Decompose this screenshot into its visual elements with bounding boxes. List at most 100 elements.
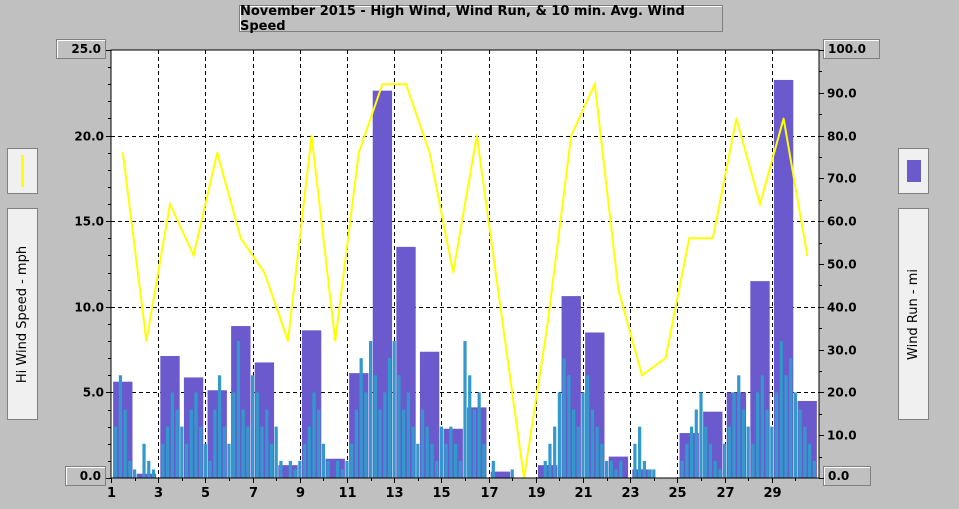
avg-wind-bar [227, 443, 231, 478]
right-y-tick-label: 50.0 [827, 258, 857, 272]
right-y-tick-label: 40.0 [827, 301, 857, 315]
avg-wind-bar [232, 392, 236, 478]
x-tick-label: 3 [154, 486, 163, 501]
avg-wind-bar [557, 392, 561, 478]
avg-wind-bar [369, 341, 373, 478]
avg-wind-bar [118, 375, 123, 478]
avg-wind-bar [718, 469, 722, 478]
avg-wind-bar [288, 460, 292, 478]
avg-wind-bar [203, 443, 207, 478]
avg-wind-bar [619, 460, 623, 478]
wind-run-bars [113, 79, 817, 479]
left-axis-max-value: 25.0 [56, 39, 106, 59]
avg-wind-bar [411, 426, 415, 478]
avg-wind-bar [793, 392, 797, 478]
avg-wind-bar [784, 375, 788, 478]
avg-wind-bar [812, 460, 816, 478]
avg-wind-bar [260, 426, 264, 478]
x-tick-label: 27 [716, 486, 734, 501]
avg-wind-bar [491, 460, 495, 478]
wind-run-bar [726, 392, 747, 478]
avg-wind-bar [123, 409, 127, 478]
avg-wind-bar [590, 409, 595, 478]
x-tick-label: 5 [201, 486, 210, 501]
avg-wind-bar [803, 426, 807, 478]
avg-wind-bar [354, 409, 359, 478]
wind-run-bar [443, 428, 463, 478]
chart-title: November 2015 - High Wind, Wind Run, & 1… [239, 4, 723, 34]
hi-wind-point [452, 271, 455, 274]
avg-wind-bar [723, 443, 727, 478]
avg-wind-bar [208, 460, 212, 478]
avg-wind-bar [477, 392, 481, 478]
avg-wind-bar [463, 341, 467, 478]
avg-wind-bar [387, 358, 392, 478]
left-y-tick-label: 10.0 [74, 301, 104, 315]
avg-wind-bar [151, 469, 156, 478]
avg-wind-bar [453, 443, 458, 478]
hi-wind-point [145, 340, 148, 342]
avg-wind-bar [756, 392, 760, 478]
right-y-tick-label: 60.0 [827, 215, 857, 229]
hi-wind-point [428, 151, 431, 154]
avg-wind-bar [133, 469, 137, 478]
wind-run-bar [113, 381, 133, 478]
x-tick-label: 1 [107, 486, 116, 501]
hi-wind-point [782, 117, 785, 120]
avg-wind-bar [166, 426, 170, 478]
wind-run-bar [467, 407, 487, 478]
wind-run-bar [797, 400, 817, 478]
avg-wind-bar [576, 426, 580, 478]
avg-wind-bar [704, 426, 708, 478]
avg-wind-bar [581, 392, 585, 478]
avg-wind-bar [170, 392, 174, 478]
wind-run-bar [561, 296, 581, 478]
wind-run-bar [136, 473, 157, 478]
wind-run-bar [278, 465, 298, 478]
wind-run-bar [183, 377, 204, 478]
wind-run-bar [679, 433, 699, 478]
avg-wind-bar [699, 392, 703, 478]
avg-wind-bar [236, 341, 241, 478]
avg-wind-bar [774, 392, 779, 478]
avg-wind-bar [694, 409, 698, 478]
avg-wind-bar [265, 409, 269, 478]
wind-run-bar [419, 351, 440, 478]
avg-wind-bar [472, 409, 477, 478]
avg-wind-bar [420, 409, 425, 478]
avg-wind-bar [605, 460, 609, 478]
avg-wind-bar [553, 426, 557, 478]
left-axis-label-box: Hi Wind Speed - mph [7, 208, 38, 420]
avg-wind-bar [251, 375, 255, 478]
right-axis-label-box: Wind Run - mi [898, 208, 929, 420]
wind-run-bar [231, 326, 251, 478]
avg-wind-bar [269, 443, 274, 478]
wind-run-bar [585, 332, 605, 478]
avg-wind-bar [614, 469, 618, 478]
wind-run-bar [160, 356, 180, 478]
avg-wind-bar [439, 426, 443, 478]
avg-wind-bar [274, 426, 278, 478]
avg-wind-bar [128, 460, 132, 478]
avg-wind-bar [217, 375, 222, 478]
hi-wind-point [735, 117, 738, 120]
left-axis-max-text: 25.0 [71, 42, 101, 56]
avg-wind-bar [741, 409, 746, 478]
avg-wind-bar [680, 460, 684, 478]
avg-wind-bar [321, 443, 325, 478]
avg-wind-bars [114, 341, 816, 478]
avg-wind-bar [609, 460, 613, 478]
wind-run-bar [632, 469, 652, 478]
hi-wind-point [594, 83, 596, 86]
hi-wind-point [405, 83, 407, 86]
right-y-tick-label: 10.0 [827, 429, 857, 443]
wind-run-bar [537, 465, 558, 478]
left-y-tick-label: 20.0 [74, 130, 104, 144]
avg-wind-bar [647, 469, 651, 478]
avg-wind-bar [175, 409, 179, 478]
right-y-tick-label: 70.0 [827, 172, 857, 186]
avg-wind-bar [383, 392, 387, 478]
avg-wind-bar [364, 392, 368, 478]
avg-wind-bar [548, 443, 552, 478]
hi-wind-point [334, 340, 337, 342]
